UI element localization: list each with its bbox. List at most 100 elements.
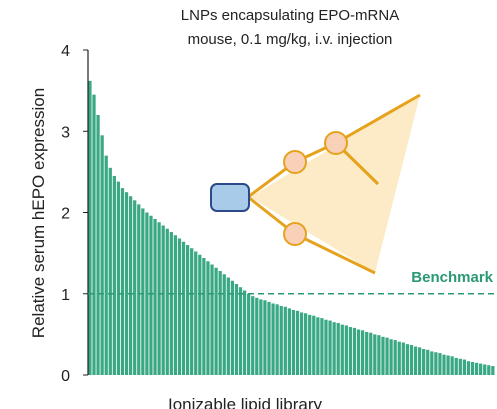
bar [198, 254, 202, 375]
bar [247, 293, 251, 375]
bar [234, 284, 239, 375]
bar [92, 94, 96, 375]
bar [466, 361, 471, 375]
bar [206, 261, 210, 375]
bar [291, 310, 296, 375]
bar [149, 215, 153, 375]
bar [177, 238, 182, 375]
node [283, 222, 307, 246]
bar [124, 192, 129, 375]
bar [242, 290, 247, 375]
bar [173, 235, 178, 375]
bar [210, 264, 214, 375]
bar [336, 323, 340, 375]
bar [438, 353, 442, 375]
bar [308, 314, 312, 375]
bar [96, 115, 100, 375]
node [283, 150, 307, 174]
bar [474, 362, 479, 375]
bar [251, 296, 255, 375]
bar [304, 313, 308, 375]
bar [426, 349, 430, 375]
bar [491, 366, 495, 375]
bar [328, 320, 332, 375]
bar [259, 299, 263, 375]
bar [214, 267, 218, 375]
bar [104, 155, 108, 375]
bar [145, 212, 149, 375]
bar [120, 188, 125, 375]
bar [381, 336, 385, 375]
bar [129, 196, 133, 375]
bar [116, 181, 121, 375]
bar [88, 80, 92, 375]
bar [462, 359, 466, 375]
bar [446, 355, 450, 375]
bar [185, 245, 190, 375]
bar [263, 300, 267, 375]
bar [340, 324, 344, 375]
bar [267, 301, 271, 375]
bar [348, 327, 353, 375]
bar [405, 344, 410, 375]
shade [250, 95, 420, 273]
bar [385, 337, 389, 375]
bar [161, 225, 165, 375]
bar [316, 317, 320, 375]
bar [137, 204, 141, 375]
y-tick-label: 1 [61, 287, 70, 304]
bar [377, 335, 381, 375]
bar [360, 330, 365, 375]
bar [312, 315, 316, 375]
bar [487, 365, 491, 375]
bar [226, 277, 230, 375]
bar [271, 303, 275, 375]
bar [483, 364, 487, 375]
bar [194, 251, 198, 375]
y-tick-label: 4 [61, 43, 70, 60]
bar [141, 208, 145, 375]
y-tick-label: 2 [61, 206, 70, 223]
y-tick-label: 0 [61, 368, 70, 385]
bar [458, 358, 462, 375]
bar [401, 342, 405, 375]
y-tick-label: 3 [61, 124, 70, 141]
bar [153, 219, 157, 375]
bar [413, 346, 418, 375]
bar [434, 352, 438, 375]
bar [409, 344, 414, 375]
bar [230, 280, 235, 375]
bar [112, 175, 116, 375]
bar [190, 248, 194, 375]
bar [332, 322, 336, 375]
bar [479, 363, 483, 375]
bar [365, 331, 369, 375]
bar [352, 327, 357, 375]
bar [133, 200, 137, 375]
x-axis-label: Ionizable lipid library [168, 395, 323, 409]
bar [344, 325, 348, 375]
bar [169, 232, 173, 375]
bar [320, 318, 324, 375]
node [324, 131, 348, 155]
bar [299, 312, 304, 375]
bar [373, 334, 377, 375]
bar [397, 341, 401, 375]
bar [295, 310, 300, 375]
bar [202, 258, 206, 375]
bar [181, 241, 186, 375]
bar [369, 332, 373, 375]
bar [450, 356, 454, 375]
benchmark-label: Benchmark [411, 269, 493, 286]
bar [255, 297, 259, 375]
bar [442, 354, 446, 375]
bar [279, 305, 283, 375]
bar [356, 329, 361, 375]
bar [287, 308, 291, 375]
bars [88, 80, 495, 375]
bar [422, 349, 426, 375]
head-group [210, 183, 250, 212]
bar [324, 319, 328, 375]
bar [283, 306, 287, 375]
chart-title: LNPs encapsulating EPO-mRNA [181, 7, 399, 24]
